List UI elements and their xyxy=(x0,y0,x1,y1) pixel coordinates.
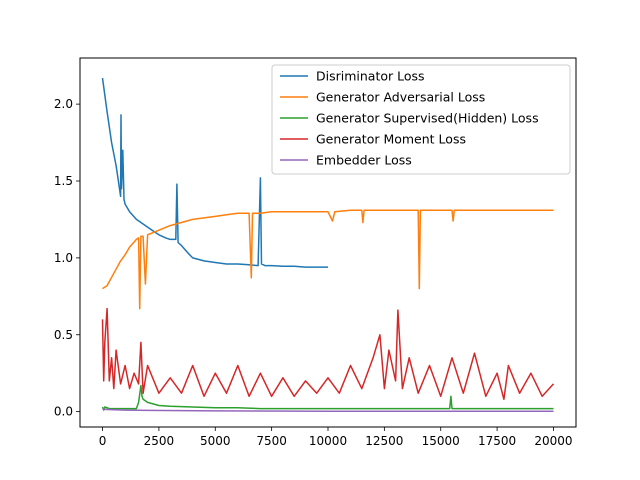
x-tick-label: 0 xyxy=(99,434,107,448)
x-axis: 0 2500 5000 7500 10000 12500 15000 17500 20000 xyxy=(99,427,573,448)
y-tick-label: 1.0 xyxy=(54,251,73,265)
x-tick-label: 20000 xyxy=(534,434,572,448)
legend-label: Generator Supervised(Hidden) Loss xyxy=(316,111,539,126)
x-tick-label: 17500 xyxy=(478,434,516,448)
legend: Disriminator Loss Generator Adversarial L… xyxy=(271,64,571,175)
x-tick-label: 15000 xyxy=(422,434,460,448)
series-line-2 xyxy=(102,209,554,310)
legend-label: Disriminator Loss xyxy=(316,69,425,84)
x-tick-label: 12500 xyxy=(365,434,403,448)
x-tick-label: 7500 xyxy=(256,434,287,448)
series-line-5 xyxy=(102,408,554,412)
series-line-1 xyxy=(101,77,328,268)
legend-box xyxy=(271,64,571,175)
series-line-4 xyxy=(101,307,555,401)
y-tick-label: 1.5 xyxy=(54,174,73,188)
x-tick-label: 2500 xyxy=(144,434,175,448)
y-tick-label: 0.5 xyxy=(54,328,73,342)
legend-label: Generator Adversarial Loss xyxy=(316,90,485,105)
series-line-3 xyxy=(101,384,554,411)
series-layer xyxy=(101,77,555,412)
y-tick-label: 2.0 xyxy=(54,97,73,111)
y-axis: 0.0 0.5 1.0 1.5 2.0 xyxy=(54,97,80,419)
x-tick-label: 5000 xyxy=(200,434,231,448)
legend-label: Generator Moment Loss xyxy=(316,132,466,147)
x-tick-label: 10000 xyxy=(309,434,347,448)
legend-label: Embedder Loss xyxy=(316,153,412,168)
y-tick-label: 0.0 xyxy=(54,405,73,419)
